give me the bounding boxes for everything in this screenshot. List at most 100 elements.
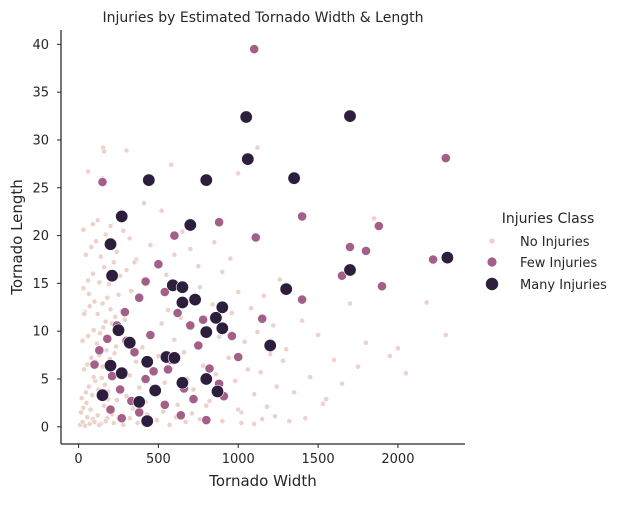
point-no-injuries-87 [85,168,91,175]
point-few-injuries-24 [102,333,113,344]
point-no-injuries-145 [323,396,329,402]
point-no-injuries-142 [299,317,305,324]
point-no-injuries-125 [235,289,242,295]
point-few-injuries-7 [250,232,261,243]
point-many-injuries-16 [215,300,229,314]
point-no-injuries-151 [371,215,377,222]
legend-label-no-injuries: No Injuries [520,235,590,250]
point-few-injuries-21 [159,287,170,297]
point-few-injuries-5 [373,221,384,231]
point-few-injuries-36 [185,320,196,331]
point-no-injuries-26 [98,375,105,381]
point-many-injuries-9 [440,251,454,265]
point-no-injuries-56 [107,306,114,313]
point-no-injuries-137 [273,383,280,390]
point-no-injuries-54 [99,300,106,307]
y-tick-label: 20 [32,229,49,244]
point-no-injuries-117 [209,301,216,308]
y-tick-label: 5 [41,372,49,387]
point-few-injuries-4 [297,211,307,222]
point-many-injuries-11 [105,269,119,283]
point-few-injuries-45 [175,410,186,421]
point-no-injuries-132 [257,369,264,376]
point-no-injuries-77 [120,227,127,234]
point-no-injuries-173 [286,418,293,424]
point-no-injuries-172 [272,413,278,420]
point-no-injuries-92 [129,405,136,412]
point-no-injuries-108 [181,349,187,356]
point-no-injuries-63 [96,279,103,286]
point-many-injuries-20 [215,321,229,335]
point-no-injuries-51 [86,303,93,310]
point-few-injuries-2 [97,177,108,187]
point-no-injuries-16 [110,420,117,426]
point-no-injuries-113 [196,284,203,291]
point-no-injuries-150 [363,339,369,346]
point-no-injuries-10 [91,419,98,425]
point-no-injuries-166 [179,228,186,235]
point-no-injuries-20 [78,395,85,401]
point-no-injuries-70 [82,251,89,258]
point-no-injuries-128 [244,366,251,373]
point-no-injuries-84 [101,148,107,155]
y-tick-label: 25 [32,181,49,196]
point-no-injuries-167 [195,263,202,270]
point-no-injuries-175 [319,400,326,407]
point-no-injuries-94 [136,384,143,391]
point-few-injuries-8 [345,242,355,252]
point-no-injuries-185 [166,421,173,428]
legend-label-few-injuries: Few Injuries [520,256,597,271]
point-few-injuries-13 [153,259,164,270]
point-no-injuries-118 [212,371,219,378]
point-no-injuries-129 [248,305,254,312]
point-no-injuries-134 [264,403,270,410]
point-no-injuries-64 [101,264,107,270]
point-no-injuries-68 [123,267,130,273]
point-few-injuries-37 [172,308,183,318]
point-no-injuries-74 [102,231,109,238]
point-no-injuries-61 [85,277,91,284]
point-many-injuries-23 [167,351,181,365]
point-no-injuries-171 [259,416,266,422]
point-no-injuries-27 [102,381,108,388]
x-tick-label: 1000 [222,452,255,467]
point-many-injuries-35 [211,384,225,398]
point-no-injuries-102 [161,379,168,386]
y-tick-label: 10 [32,325,49,340]
point-no-injuries-60 [80,285,87,292]
point-no-injuries-165 [171,251,178,258]
point-many-injuries-21 [263,338,277,352]
point-no-injuries-196 [90,374,97,380]
point-no-injuries-90 [123,393,130,400]
point-no-injuries-120 [219,268,226,275]
point-no-injuries-154 [402,370,409,377]
point-no-injuries-7 [80,404,87,411]
point-no-injuries-22 [86,383,92,390]
point-no-injuries-66 [110,259,117,266]
y-axis-ticks: 0 5 10 15 20 25 30 35 40 [32,38,61,435]
point-many-injuries-30 [104,359,118,373]
point-many-injuries-14 [279,282,293,296]
point-many-injuries-18 [209,311,223,325]
point-no-injuries-72 [93,238,99,245]
point-no-injuries-6 [78,409,84,416]
point-no-injuries-190 [96,421,103,428]
data-points [77,44,454,429]
point-few-injuries-47 [201,415,212,425]
point-no-injuries-32 [88,354,95,361]
point-no-injuries-149 [355,363,361,370]
point-no-injuries-160 [131,259,138,266]
point-many-injuries-33 [115,366,129,380]
point-no-injuries-157 [254,144,261,151]
point-no-injuries-161 [141,200,147,206]
point-many-injuries-6 [115,209,129,223]
point-no-injuries-30 [81,366,88,373]
point-many-injuries-26 [148,383,162,397]
point-no-injuries-194 [81,311,88,317]
x-tick-label: 500 [146,452,171,467]
point-no-injuries-178 [219,418,226,424]
point-no-injuries-138 [276,276,283,283]
point-few-injuries-42 [116,413,127,424]
point-no-injuries-191 [102,418,109,424]
